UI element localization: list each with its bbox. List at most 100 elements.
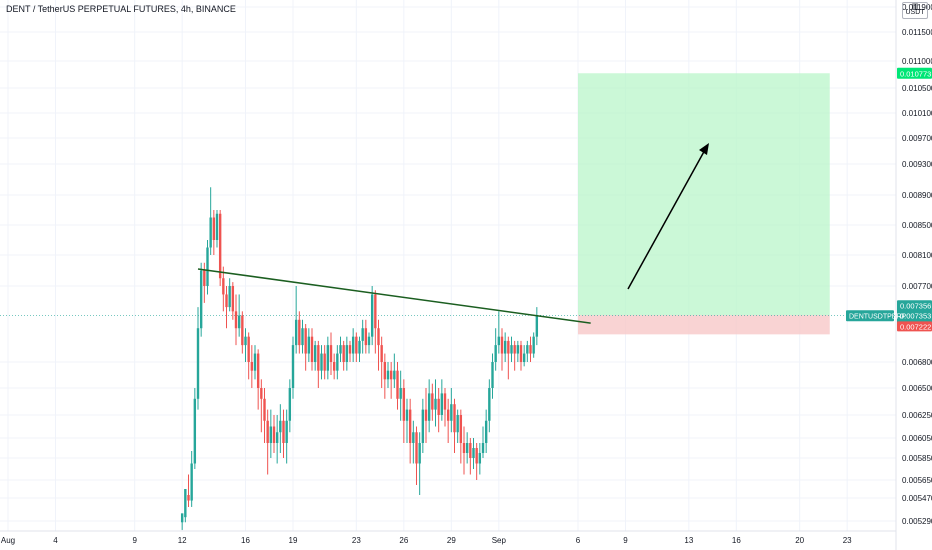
candle-body (348, 345, 352, 354)
y-tick-label: 0.011900 (902, 3, 932, 12)
candle-body (431, 393, 434, 410)
candle-body (187, 495, 190, 501)
x-tick-label: 26 (399, 536, 408, 545)
x-tick-label: 19 (289, 536, 298, 545)
candle-body (434, 398, 437, 410)
candle-body (424, 409, 428, 421)
candle-body (472, 448, 475, 458)
candle-body (237, 315, 241, 329)
candle-body (383, 362, 387, 380)
currency-selector[interactable]: ▤ USDT (902, 2, 928, 19)
candle-body (497, 336, 501, 346)
candle-body (503, 340, 507, 354)
candle-body (440, 393, 444, 415)
candle-body (427, 393, 431, 421)
candle-body (355, 336, 358, 354)
candle-body (260, 388, 263, 399)
candle-body (215, 213, 219, 240)
candle-body (317, 345, 320, 371)
resistance-trendline[interactable] (197, 268, 591, 324)
currency-label: USDT (905, 9, 925, 16)
x-tick-label: 20 (795, 536, 804, 545)
candle-body (500, 336, 504, 354)
currency-menu-icon: ▤ (911, 3, 919, 10)
candle-body (250, 362, 254, 371)
candle-body (418, 443, 421, 464)
x-tick-label: 16 (732, 536, 741, 545)
candle-body (412, 432, 415, 443)
candle-body (522, 353, 526, 362)
candle-body (288, 388, 292, 421)
candle-body (304, 328, 307, 354)
candle-body (282, 420, 285, 443)
stop-zone (578, 315, 830, 335)
candle-body (377, 328, 380, 346)
candle-body (291, 345, 295, 388)
candle-body (234, 311, 238, 329)
candle-body (405, 409, 409, 421)
candle-body (399, 388, 402, 399)
symbol-tag-bg (846, 310, 894, 322)
target-arrow[interactable] (627, 147, 707, 290)
candle-body (218, 213, 222, 279)
candle-body (212, 217, 216, 240)
candle-body (408, 409, 412, 443)
candle-body (209, 217, 212, 248)
candle-body (266, 420, 269, 443)
candle-body (516, 345, 520, 354)
stop-price-tag: 0.007222 (900, 322, 931, 331)
candle-body (222, 278, 225, 295)
candle-body (462, 443, 466, 453)
target-price-tag-bg (897, 67, 932, 79)
candle-body (446, 409, 450, 421)
candle-body (272, 426, 276, 443)
chart-title: DENT / TetherUS PERPETUAL FUTURES, 4h, B… (6, 4, 236, 14)
candle-body (415, 432, 418, 464)
x-tick-label: 13 (684, 536, 693, 545)
candle-body (450, 404, 453, 421)
candle-body (279, 420, 282, 433)
candle-body (519, 345, 523, 362)
candle-body (513, 345, 516, 354)
candle-body (301, 328, 304, 346)
candle-body (351, 336, 355, 354)
candle-body (329, 345, 333, 362)
candle-body (367, 336, 371, 346)
x-tick-label: 29 (447, 536, 456, 545)
candle-body (190, 463, 193, 501)
candle-body (526, 345, 529, 354)
last-price-tag: 0.007353 (900, 311, 931, 320)
candle-body (532, 336, 535, 354)
candle-body (389, 370, 393, 380)
x-tick-label: 16 (241, 536, 250, 545)
candle-body (193, 398, 197, 464)
candle-body (494, 345, 497, 362)
x-tick-label: 23 (843, 536, 852, 545)
candle-body (228, 286, 231, 308)
candle-body (256, 353, 260, 388)
candle-body (332, 362, 336, 371)
candle-body (459, 415, 463, 443)
candle-body (374, 294, 377, 329)
candle-body (285, 420, 288, 443)
candle-body (393, 370, 396, 380)
candle-body (465, 443, 469, 453)
arrow-head (699, 143, 709, 155)
candle-body (231, 286, 235, 312)
candle-body (326, 345, 330, 371)
candle-body (478, 453, 482, 464)
x-tick-label: Aug (1, 536, 15, 545)
candle-body (336, 353, 339, 371)
candle-body (437, 398, 440, 415)
candle-body (184, 489, 187, 518)
candle-body (453, 404, 456, 433)
candle-body (402, 388, 406, 421)
candle-body (345, 345, 349, 362)
